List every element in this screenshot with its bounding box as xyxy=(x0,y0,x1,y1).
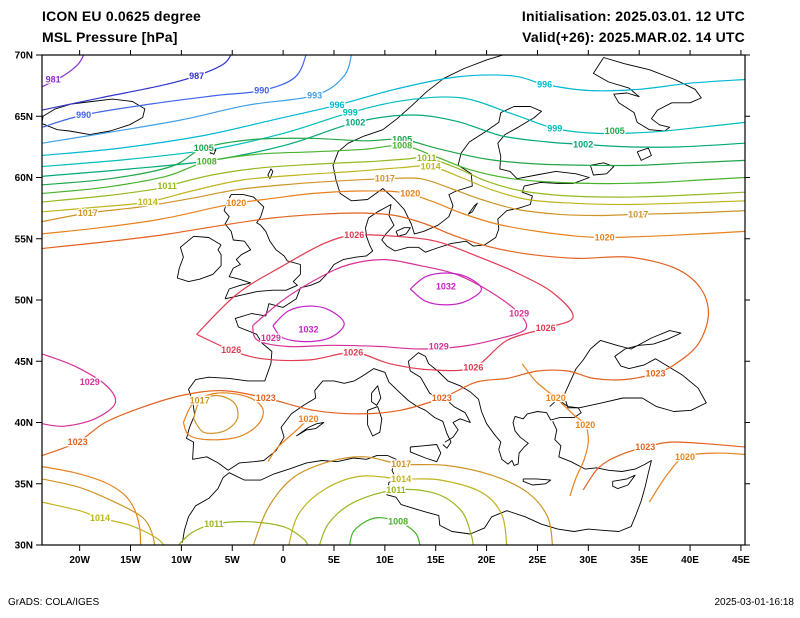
svg-text:1020: 1020 xyxy=(400,188,420,198)
svg-text:10E: 10E xyxy=(376,555,394,566)
svg-text:45E: 45E xyxy=(732,555,750,566)
svg-text:1008: 1008 xyxy=(197,157,217,167)
svg-text:1005: 1005 xyxy=(392,135,412,145)
svg-text:996: 996 xyxy=(329,100,344,110)
svg-text:65N: 65N xyxy=(15,112,33,123)
svg-text:999: 999 xyxy=(547,124,562,134)
svg-text:987: 987 xyxy=(189,71,204,81)
svg-text:0: 0 xyxy=(280,555,286,566)
svg-text:1029: 1029 xyxy=(429,342,449,352)
creation-timestamp: 2025-03-01-16:18 xyxy=(714,597,794,608)
svg-text:1026: 1026 xyxy=(344,230,364,240)
svg-text:1017: 1017 xyxy=(391,459,411,469)
svg-text:1032: 1032 xyxy=(298,324,318,334)
svg-text:1008: 1008 xyxy=(392,141,412,151)
svg-text:1020: 1020 xyxy=(675,452,695,462)
svg-text:1011: 1011 xyxy=(204,519,224,529)
svg-text:990: 990 xyxy=(254,86,269,96)
svg-text:60N: 60N xyxy=(15,173,33,184)
svg-text:1023: 1023 xyxy=(68,437,88,447)
svg-text:55N: 55N xyxy=(15,234,33,245)
svg-text:1026: 1026 xyxy=(221,345,241,355)
field-title: MSL Pressure [hPa] xyxy=(42,29,178,45)
svg-text:1029: 1029 xyxy=(509,309,529,319)
svg-text:40E: 40E xyxy=(681,555,699,566)
svg-text:1026: 1026 xyxy=(463,362,483,372)
svg-text:1029: 1029 xyxy=(80,377,100,387)
svg-text:993: 993 xyxy=(307,90,322,100)
svg-text:1020: 1020 xyxy=(298,414,318,424)
svg-text:35N: 35N xyxy=(15,479,33,490)
svg-text:1011: 1011 xyxy=(157,181,177,191)
svg-text:1017: 1017 xyxy=(375,174,395,184)
svg-text:1023: 1023 xyxy=(256,393,276,403)
svg-text:70N: 70N xyxy=(15,51,33,62)
svg-text:1011: 1011 xyxy=(417,153,437,163)
svg-text:996: 996 xyxy=(537,79,552,89)
svg-text:1020: 1020 xyxy=(546,393,566,403)
svg-text:1014: 1014 xyxy=(421,162,441,172)
svg-text:1005: 1005 xyxy=(605,126,625,136)
svg-text:1017: 1017 xyxy=(78,208,98,218)
svg-text:999: 999 xyxy=(343,108,358,118)
svg-text:40N: 40N xyxy=(15,418,33,429)
svg-text:1026: 1026 xyxy=(536,323,556,333)
init-time: Initialisation: 2025.03.01. 12 UTC xyxy=(521,8,745,24)
model-title: ICON EU 0.0625 degree xyxy=(42,8,202,24)
svg-text:1023: 1023 xyxy=(645,369,665,379)
svg-text:1020: 1020 xyxy=(575,420,595,430)
svg-text:50N: 50N xyxy=(15,296,33,307)
svg-text:5E: 5E xyxy=(328,555,341,566)
svg-text:5W: 5W xyxy=(225,555,241,566)
svg-text:1032: 1032 xyxy=(436,282,456,292)
svg-text:20E: 20E xyxy=(478,555,496,566)
svg-text:30N: 30N xyxy=(15,541,33,552)
svg-text:10W: 10W xyxy=(171,555,192,566)
svg-text:20W: 20W xyxy=(69,555,90,566)
svg-text:15W: 15W xyxy=(120,555,141,566)
svg-text:30E: 30E xyxy=(579,555,597,566)
svg-text:1026: 1026 xyxy=(343,348,363,358)
svg-text:15E: 15E xyxy=(427,555,445,566)
svg-text:35E: 35E xyxy=(630,555,648,566)
svg-text:1005: 1005 xyxy=(194,143,214,153)
svg-text:25E: 25E xyxy=(529,555,547,566)
svg-text:1014: 1014 xyxy=(138,197,158,207)
svg-text:1023: 1023 xyxy=(432,393,452,403)
svg-text:1020: 1020 xyxy=(595,233,615,243)
svg-text:1020: 1020 xyxy=(226,198,246,208)
svg-text:1017: 1017 xyxy=(190,396,210,406)
valid-time: Valid(+26): 2025.MAR.02. 14 UTC xyxy=(522,29,745,45)
svg-text:1017: 1017 xyxy=(628,209,648,219)
svg-text:1002: 1002 xyxy=(573,139,593,149)
svg-text:1014: 1014 xyxy=(90,513,110,523)
svg-text:1014: 1014 xyxy=(391,474,411,484)
svg-text:1011: 1011 xyxy=(386,485,406,495)
grads-credit: GrADS: COLA/IGES xyxy=(8,597,100,608)
svg-text:1029: 1029 xyxy=(261,333,281,343)
svg-text:981: 981 xyxy=(46,75,61,85)
svg-text:45N: 45N xyxy=(15,357,33,368)
svg-text:1023: 1023 xyxy=(635,442,655,452)
svg-text:990: 990 xyxy=(76,110,91,120)
svg-text:1002: 1002 xyxy=(345,117,365,127)
svg-text:1008: 1008 xyxy=(388,517,408,527)
